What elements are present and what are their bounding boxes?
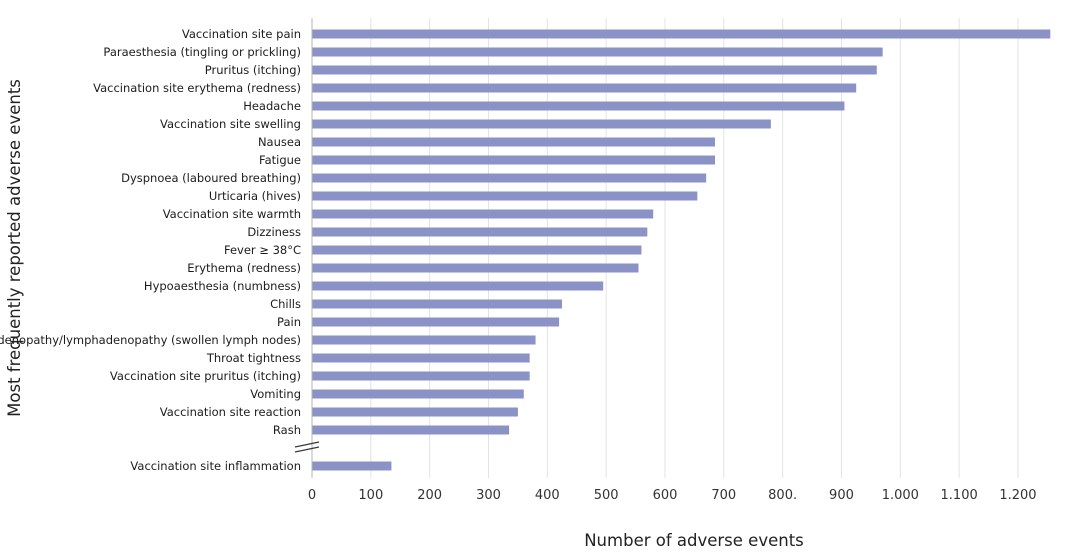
category-label: Urticaria (hives) bbox=[209, 189, 301, 203]
bar bbox=[312, 47, 883, 57]
bar bbox=[312, 137, 715, 147]
x-tick-label: 900 bbox=[829, 488, 854, 503]
axis-break-mark bbox=[294, 441, 320, 453]
category-label: Fever ≥ 38°C bbox=[224, 243, 301, 257]
category-label: Fatigue bbox=[259, 153, 301, 167]
category-label: Vaccination site swelling bbox=[160, 117, 301, 131]
bar bbox=[312, 281, 604, 291]
x-tick-label: 0 bbox=[308, 488, 316, 503]
bar bbox=[312, 119, 771, 129]
x-tick-labels: 0 100 200 300 400 500 600 700 800. 900 1.000 1.100 1… bbox=[308, 488, 1037, 503]
bar bbox=[312, 191, 698, 201]
category-label: Vomiting bbox=[250, 387, 301, 401]
x-tick-label: 800. bbox=[768, 488, 797, 503]
break-stroke bbox=[294, 441, 320, 448]
bar bbox=[312, 389, 524, 399]
category-label: Vaccination site warmth bbox=[163, 207, 301, 221]
bar bbox=[312, 101, 845, 111]
bar bbox=[312, 65, 877, 75]
category-label: Hypoaesthesia (numbness) bbox=[144, 279, 301, 293]
category-label: Chills bbox=[270, 297, 301, 311]
bar bbox=[312, 263, 639, 273]
bar bbox=[312, 245, 642, 255]
x-tick-label: 500 bbox=[594, 488, 619, 503]
category-label: Headache bbox=[243, 99, 301, 113]
category-label: Vaccination site erythema (redness) bbox=[93, 81, 301, 95]
x-tick-label: 1.000 bbox=[882, 488, 919, 503]
bar bbox=[312, 335, 536, 345]
category-label: Erythema (redness) bbox=[187, 261, 301, 275]
category-label: Vaccination site pain bbox=[182, 27, 301, 41]
category-label: Dyspnoea (laboured breathing) bbox=[121, 171, 301, 185]
x-tick-label: 600 bbox=[653, 488, 678, 503]
bar bbox=[312, 425, 510, 435]
x-tick-label: 100 bbox=[358, 488, 383, 503]
category-label: Vaccination site reaction bbox=[160, 405, 301, 419]
bar bbox=[312, 209, 654, 219]
category-label: Vaccination site inflammation bbox=[130, 459, 301, 473]
category-label: Vaccination site pruritus (itching) bbox=[110, 369, 301, 383]
bar bbox=[312, 227, 648, 237]
category-label: Throat tightness bbox=[206, 351, 301, 365]
category-label: Pruritus (itching) bbox=[205, 63, 301, 77]
x-tick-label: 400 bbox=[535, 488, 560, 503]
x-tick-label: 1.200 bbox=[999, 488, 1036, 503]
bar bbox=[312, 29, 1051, 39]
x-tick-label: 300 bbox=[476, 488, 501, 503]
bars bbox=[312, 29, 1051, 471]
bar bbox=[312, 317, 560, 327]
x-axis-title: Number of adverse events bbox=[584, 531, 804, 550]
bar bbox=[312, 353, 530, 363]
category-label: Lymphadenopathy/lymphadenopathy (swollen… bbox=[0, 333, 301, 347]
category-label: Nausea bbox=[258, 135, 301, 149]
bar bbox=[312, 83, 857, 93]
y-axis-title: Most frequently reported adverse events bbox=[5, 79, 24, 417]
category-label: Dizziness bbox=[247, 225, 301, 239]
bar bbox=[312, 371, 530, 381]
break-stroke bbox=[294, 446, 320, 453]
bar bbox=[312, 155, 715, 165]
category-label: Paraesthesia (tingling or prickling) bbox=[103, 45, 301, 59]
bar bbox=[312, 173, 707, 183]
x-tick-label: 200 bbox=[417, 488, 442, 503]
x-tick-label: 700 bbox=[711, 488, 736, 503]
x-tick-label: 1.100 bbox=[941, 488, 978, 503]
category-label: Rash bbox=[273, 423, 301, 437]
category-labels: Vaccination site pain Paraesthesia (tingl… bbox=[0, 27, 301, 473]
bar bbox=[312, 299, 563, 309]
bar bbox=[312, 407, 518, 417]
bar bbox=[312, 461, 392, 471]
category-label: Pain bbox=[277, 315, 301, 329]
